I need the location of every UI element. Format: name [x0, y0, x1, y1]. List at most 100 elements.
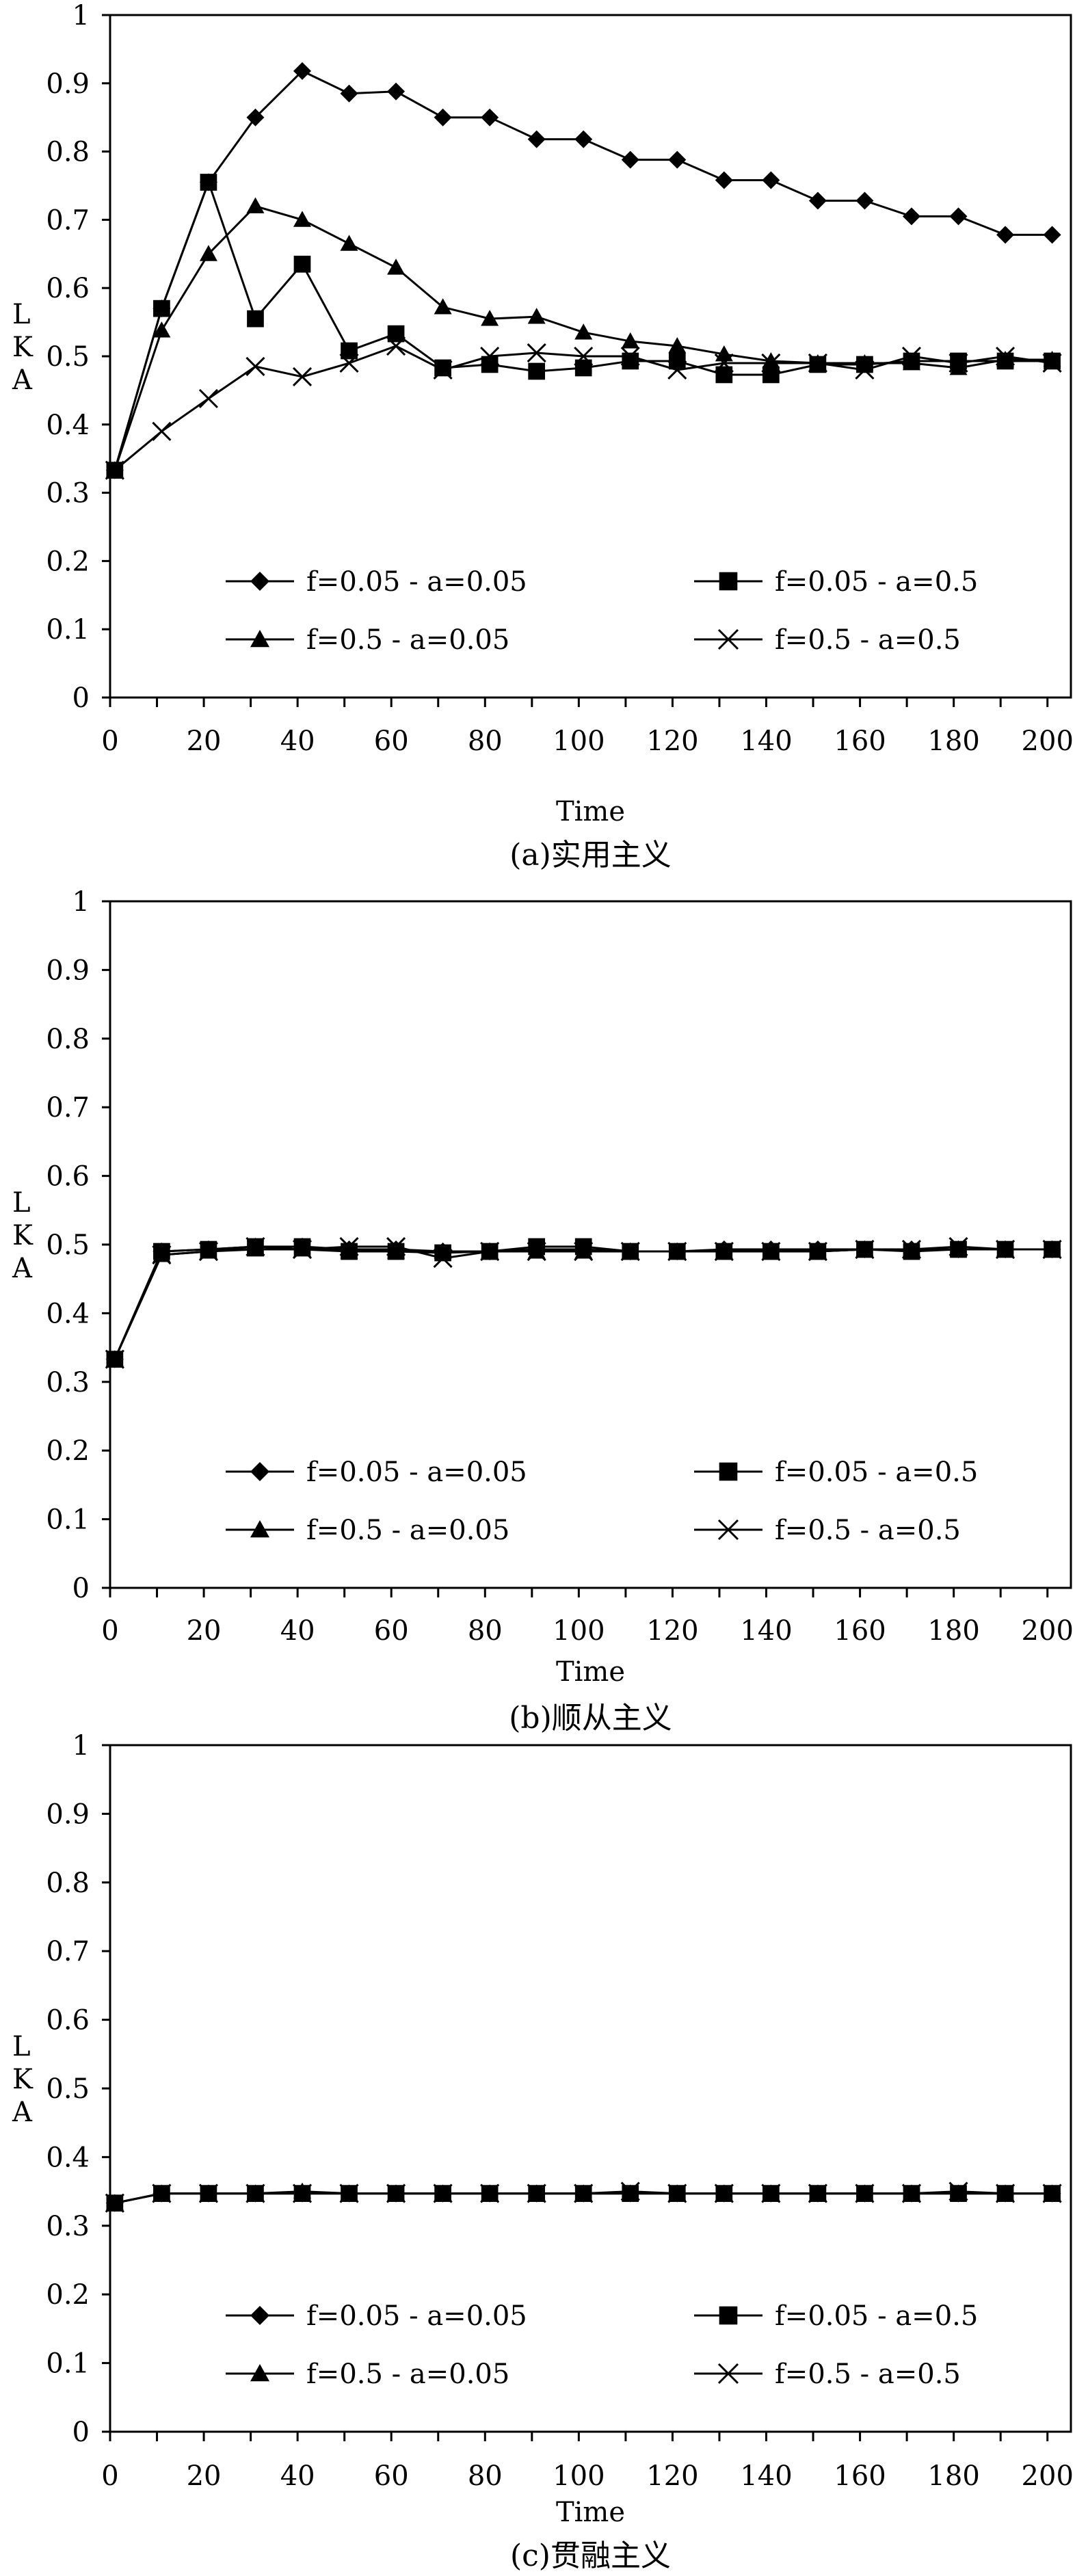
- y-tick-label: 0.9: [46, 68, 90, 100]
- data-point-triangle: [996, 350, 1015, 367]
- chart-panel-1: 0 0.1 0.2 0.3 0.4 0.5 0.6 0.7 0.8 0.9 1 0 20 40 60 80 10…: [12, 0, 1074, 873]
- data-point-x: [105, 1349, 124, 1369]
- data-point-x: [620, 2181, 640, 2201]
- data-point-x: [245, 356, 265, 377]
- x-tick-label: 60: [374, 1615, 409, 1647]
- legend-entry: f=0.5 - a=0.5: [694, 1515, 961, 1546]
- x-tick-label: 160: [834, 1615, 886, 1647]
- legend-label: f=0.05 - a=0.05: [306, 1457, 527, 1488]
- data-point-x: [667, 360, 687, 380]
- legend-marker-square: [719, 572, 738, 591]
- data-point-x: [292, 367, 313, 387]
- data-point-x: [855, 1239, 875, 1260]
- data-point-x: [901, 346, 922, 367]
- data-point-x: [574, 2183, 594, 2203]
- data-point-x: [386, 1236, 406, 1257]
- data-point-x: [574, 1241, 594, 1262]
- data-point-triangle: [340, 235, 358, 251]
- legend-label: f=0.05 - a=0.05: [306, 566, 527, 598]
- data-point-x: [948, 1236, 968, 1257]
- data-point-diamond: [668, 150, 687, 169]
- x-tick-label: 120: [646, 726, 698, 757]
- data-point-triangle: [949, 358, 968, 375]
- data-point-triangle: [527, 308, 546, 324]
- legend-entry: f=0.5 - a=0.5: [694, 2359, 961, 2390]
- legend-marker-diamond: [250, 2306, 269, 2325]
- series-x: [105, 1236, 1062, 1369]
- data-point-x: [995, 346, 1016, 367]
- chart-panel-2: 0 0.1 0.2 0.3 0.4 0.5 0.6 0.7 0.8 0.9 1 0 20 40 60 80 10…: [12, 886, 1074, 1736]
- y-tick-label: 0.7: [46, 1092, 90, 1124]
- data-point-x: [948, 2181, 968, 2201]
- data-point-square: [200, 174, 217, 191]
- data-point-diamond: [434, 108, 452, 127]
- y-tick-label: 0.5: [46, 2073, 90, 2105]
- data-point-diamond: [715, 171, 733, 189]
- y-tick-label: 0.5: [46, 341, 90, 373]
- legend-marker-x: [717, 628, 739, 650]
- x-tick-label: 120: [646, 2460, 698, 2492]
- data-point-x: [855, 360, 875, 380]
- series-triangle: [105, 197, 1061, 478]
- legend-entry: f=0.05 - a=0.05: [226, 2300, 527, 2332]
- data-point-diamond: [340, 84, 358, 103]
- legend-entry: f=0.05 - a=0.05: [226, 1457, 527, 1488]
- legend-entry: f=0.05 - a=0.5: [694, 1457, 978, 1488]
- x-tick-label: 200: [1022, 726, 1074, 757]
- y-tick-label: 0.2: [46, 546, 90, 577]
- y-tick-label: 0.1: [46, 2348, 90, 2380]
- x-tick-label: 180: [927, 2460, 979, 2492]
- y-tick-label: 0.6: [46, 2005, 90, 2036]
- x-tick-label: 0: [101, 2460, 118, 2492]
- legend-marker-square: [719, 2306, 738, 2325]
- x-tick-label: 100: [553, 2460, 605, 2492]
- x-tick-label: 60: [374, 726, 409, 757]
- legend-entry: f=0.5 - a=0.5: [694, 624, 961, 656]
- series-line: [114, 1248, 1052, 1360]
- series-line: [114, 1245, 1052, 1360]
- data-point-x: [152, 421, 172, 441]
- chart-caption: (c)贯融主义: [510, 2538, 671, 2573]
- y-tick-label: 0.9: [46, 1798, 90, 1830]
- legend-entry: f=0.5 - a=0.05: [226, 2359, 509, 2390]
- data-point-x: [855, 2183, 875, 2203]
- x-tick-label: 160: [834, 2460, 886, 2492]
- x-tick-label: 20: [187, 726, 222, 757]
- data-point-x: [995, 2183, 1016, 2203]
- data-point-triangle: [668, 337, 687, 354]
- y-tick-label: 0: [72, 1573, 90, 1604]
- data-point-x: [901, 1239, 922, 1260]
- x-tick-label: 200: [1022, 2460, 1074, 2492]
- data-point-triangle: [387, 1243, 406, 1259]
- legend-label: f=0.5 - a=0.05: [306, 624, 509, 656]
- y-tick-label: 1: [72, 0, 90, 31]
- data-point-x: [808, 353, 827, 373]
- legend-label: f=0.5 - a=0.5: [775, 1515, 961, 1546]
- series-line: [114, 1245, 1052, 1360]
- data-point-x: [480, 346, 500, 367]
- chart-caption: (b)顺从主义: [509, 1701, 672, 1736]
- y-tick-label: 0.2: [46, 2279, 90, 2311]
- y-tick-label: 0: [72, 2417, 90, 2448]
- data-point-triangle: [481, 310, 499, 326]
- data-point-x: [620, 346, 640, 367]
- x-tick-label: 20: [187, 1615, 222, 1647]
- data-point-x: [480, 1241, 500, 1262]
- x-tick-label: 180: [927, 1615, 979, 1647]
- data-point-x: [527, 2183, 546, 2203]
- x-axis-label: Time: [556, 2497, 625, 2528]
- x-tick-label: 40: [280, 726, 315, 757]
- legend-entry: f=0.05 - a=0.05: [226, 566, 527, 598]
- data-point-x: [714, 2183, 734, 2203]
- legend: f=0.05 - a=0.05 f=0.05 - a=0.5 f=0.5 - a=0…: [226, 2300, 978, 2390]
- data-point-diamond: [762, 171, 780, 189]
- data-point-x: [339, 353, 359, 373]
- y-tick-label: 0.8: [46, 1024, 90, 1055]
- y-tick-label: 0.6: [46, 273, 90, 304]
- y-tick-label: 0.3: [46, 1367, 90, 1398]
- y-tick-label: 0.8: [46, 137, 90, 168]
- x-axis-label: Time: [556, 1656, 625, 1688]
- data-point-triangle: [434, 298, 452, 315]
- data-point-x: [198, 388, 218, 408]
